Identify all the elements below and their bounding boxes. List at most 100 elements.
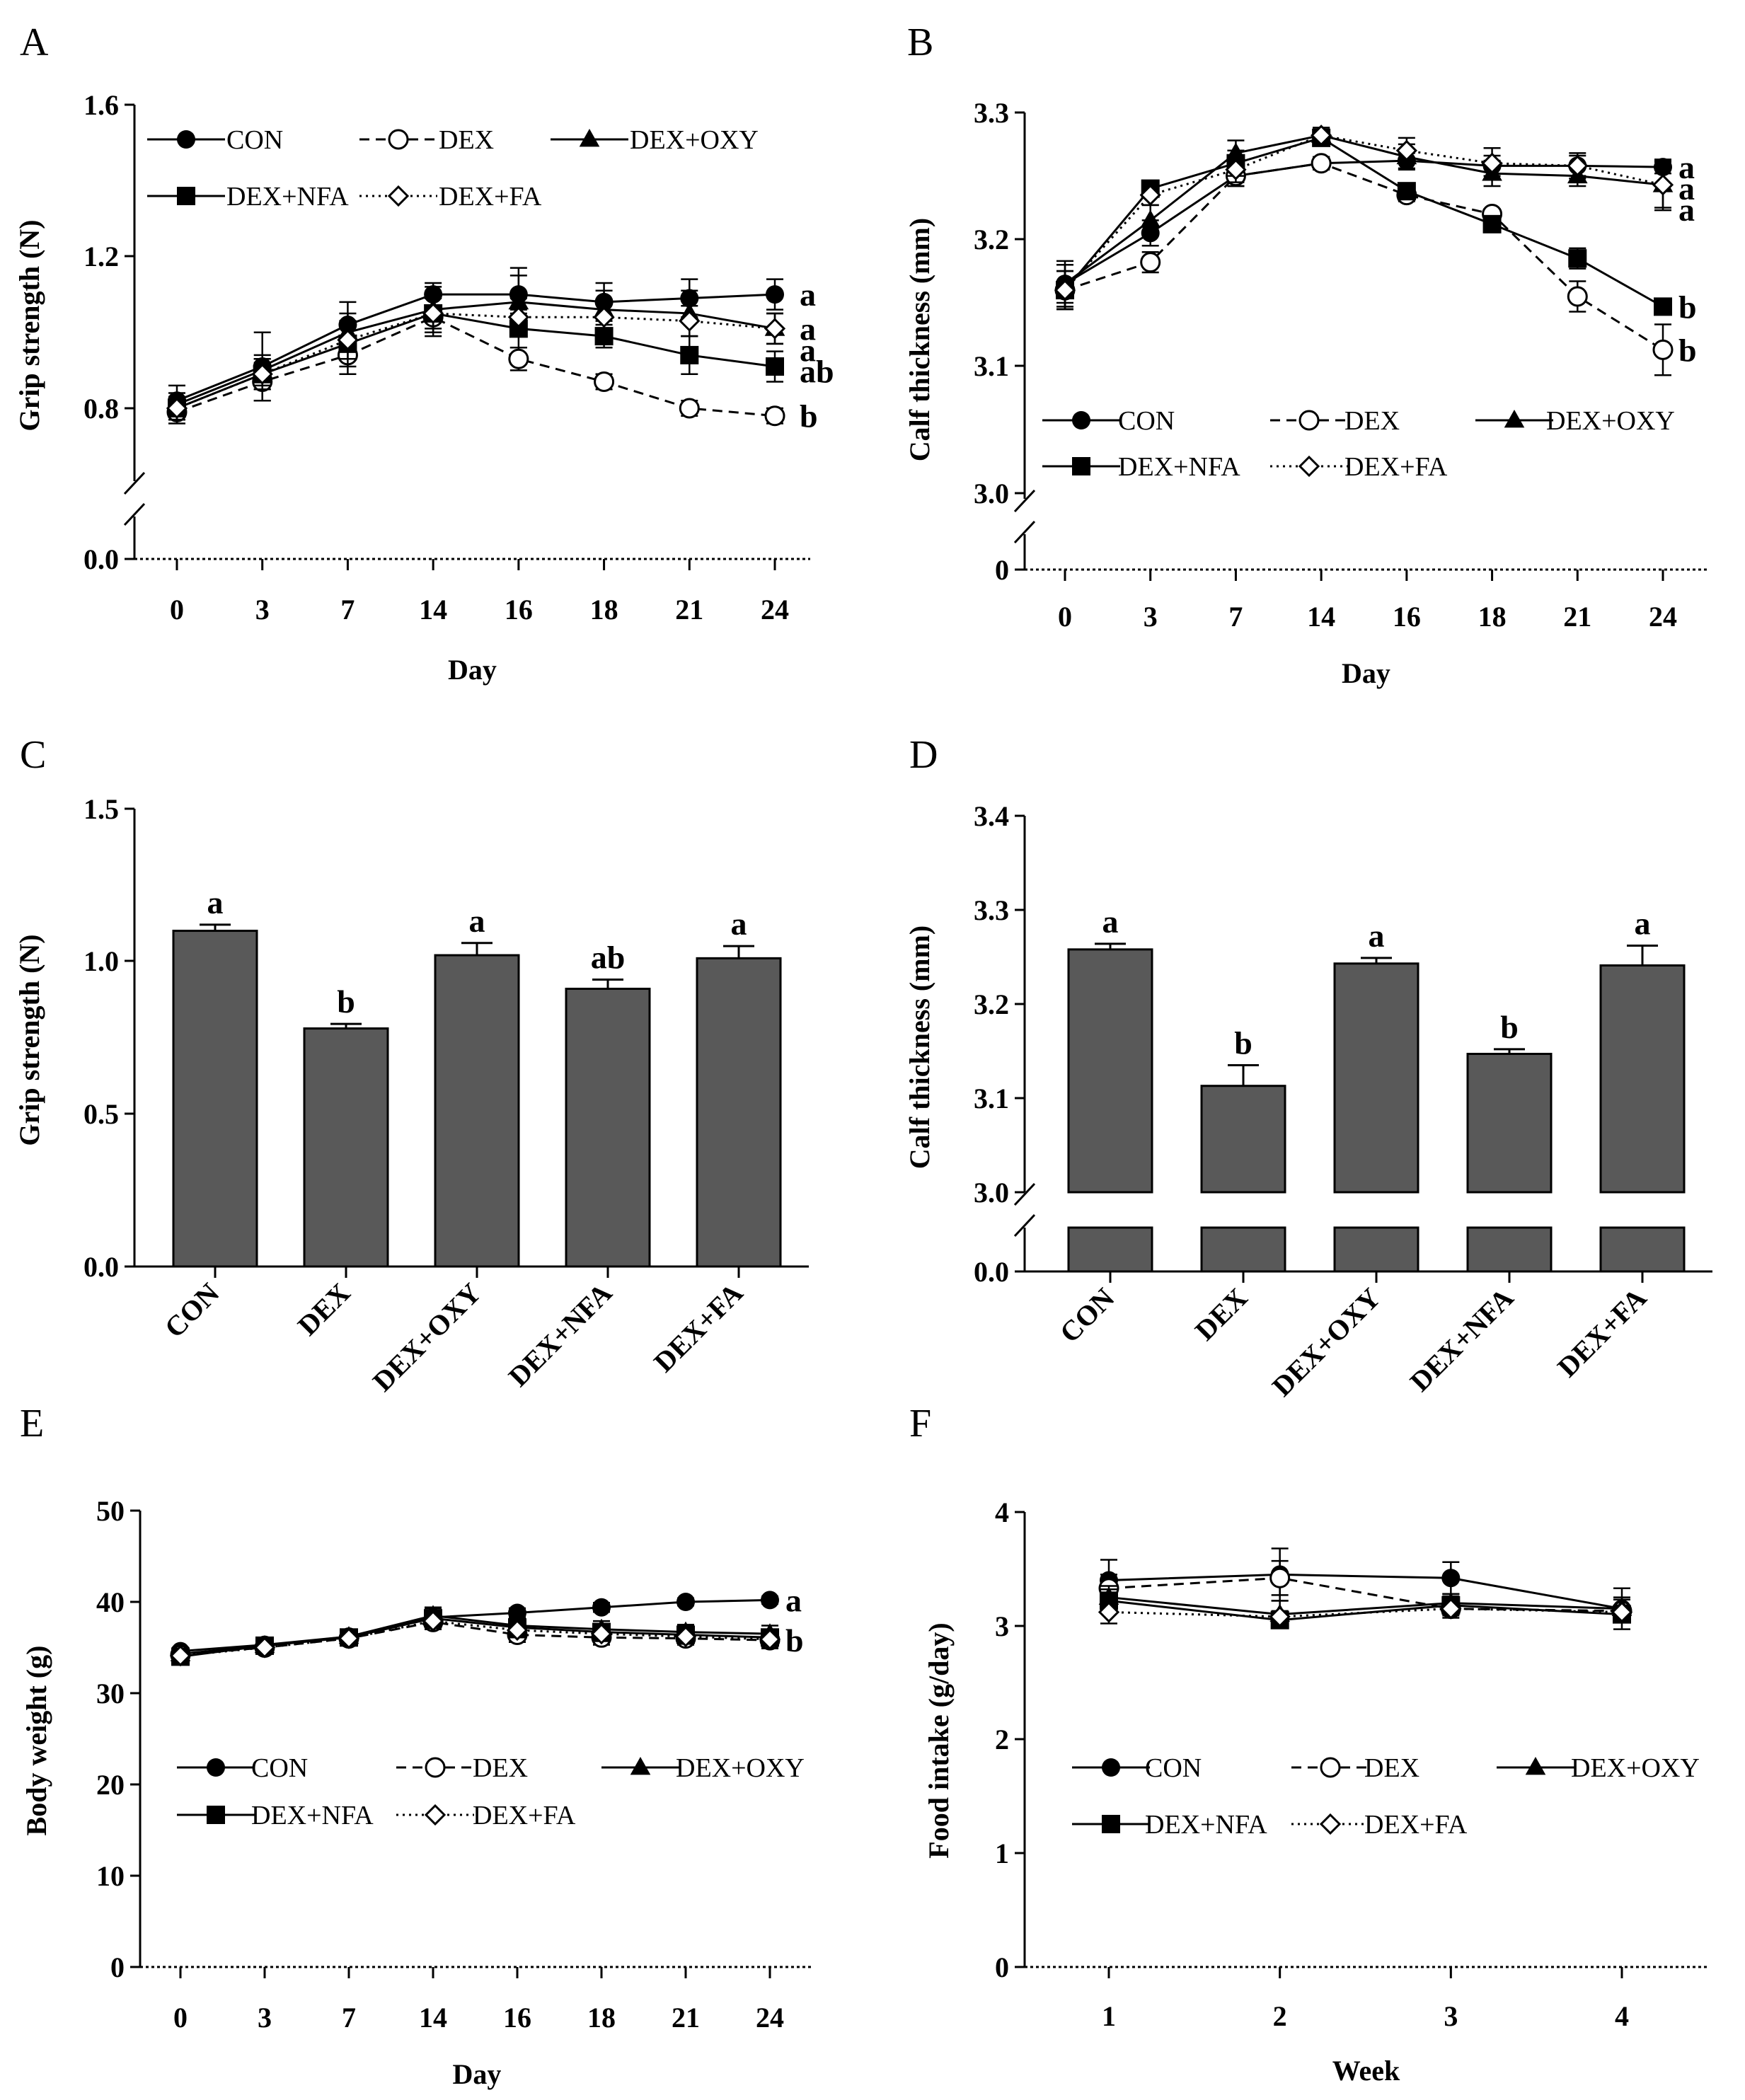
legend-label: DEX+NFA bbox=[226, 182, 349, 212]
legend-label: DEX+OXY bbox=[676, 1753, 805, 1783]
significance-label: a bbox=[1678, 149, 1695, 185]
bar bbox=[1466, 1052, 1553, 1194]
data-point bbox=[169, 1644, 192, 1667]
data-point bbox=[337, 329, 359, 351]
data-point bbox=[679, 398, 700, 419]
axis-break-mark bbox=[1013, 1213, 1036, 1238]
x-tick-label: 2 bbox=[1273, 2000, 1287, 2032]
series-dex-fa bbox=[1098, 1598, 1633, 1628]
legend-label: DEX+NFA bbox=[1145, 1810, 1267, 1840]
axis-break-mark bbox=[1013, 520, 1036, 544]
x-tick-label: 3 bbox=[255, 594, 270, 625]
legend-marker bbox=[579, 129, 600, 147]
panel-e: E 0 10 20 30 40 50 0 3 7 14 16 18 21 24 Day Body weight … bbox=[20, 1402, 814, 2090]
data-point bbox=[422, 302, 444, 325]
x-tick-label: DEX+OXY bbox=[367, 1276, 488, 1397]
significance-label: a bbox=[1678, 171, 1695, 207]
y-tick-label: 30 bbox=[96, 1678, 125, 1709]
data-point bbox=[766, 285, 784, 304]
data-point bbox=[1139, 184, 1161, 206]
legend-label: DEX+FA bbox=[1364, 1810, 1468, 1840]
x-tick-label: 24 bbox=[756, 2002, 784, 2033]
x-tick-label: 7 bbox=[340, 594, 355, 625]
significance-label: a bbox=[1102, 904, 1119, 940]
series-line bbox=[176, 301, 776, 406]
data-point bbox=[507, 306, 529, 328]
axis-break-mark bbox=[1013, 489, 1036, 513]
y-tick-label: 3.1 bbox=[974, 350, 1009, 382]
series-dex-fa bbox=[1054, 125, 1674, 311]
data-point bbox=[1140, 209, 1161, 228]
y-tick-label: 0 bbox=[110, 1951, 125, 1983]
x-tick-label: DEX+NFA bbox=[502, 1276, 618, 1392]
panel-letter: F bbox=[909, 1402, 931, 1446]
data-point bbox=[679, 310, 701, 332]
bar-lower-segment bbox=[1599, 1226, 1686, 1273]
y-tick-label: 0.5 bbox=[83, 1098, 119, 1130]
legend-marker bbox=[1102, 1758, 1120, 1777]
x-tick-label: DEX bbox=[292, 1276, 357, 1342]
y-tick-label: 20 bbox=[96, 1769, 125, 1801]
legend-label: DEX bbox=[473, 1753, 528, 1783]
significance-label: b bbox=[1234, 1025, 1252, 1061]
data-point bbox=[1654, 297, 1672, 316]
data-point bbox=[1567, 155, 1589, 177]
data-point bbox=[1652, 174, 1674, 196]
x-axis-title: Week bbox=[1332, 2055, 1400, 2087]
legend-label: DEX+FA bbox=[473, 1801, 576, 1830]
y-axis-title: Food intake (g/day) bbox=[923, 1622, 955, 1858]
legend: CON DEX DEX+OXY DEX+NFA DEX+FA bbox=[147, 125, 759, 212]
data-point bbox=[1567, 286, 1588, 307]
significance-label: a bbox=[785, 1582, 802, 1618]
panel-letter: E bbox=[20, 1402, 44, 1446]
x-tick-label: 21 bbox=[675, 594, 703, 625]
y-axis-title: Grip strength (N) bbox=[13, 219, 45, 431]
legend-marker bbox=[1298, 455, 1320, 478]
y-tick-label: 3 bbox=[995, 1610, 1009, 1642]
x-tick-label: 16 bbox=[1393, 601, 1421, 633]
y-tick-label: 0.0 bbox=[83, 543, 119, 575]
data-point bbox=[1311, 125, 1332, 146]
y-tick-label: 0 bbox=[995, 1951, 1009, 1983]
bar bbox=[565, 987, 651, 1268]
series-line bbox=[1108, 1608, 1623, 1618]
x-tick-label: 0 bbox=[1058, 601, 1072, 633]
x-axis-title: Day bbox=[448, 654, 497, 686]
y-axis-title: Calf thickness (mm) bbox=[904, 925, 935, 1169]
legend-marker bbox=[1102, 1815, 1120, 1833]
legend-marker bbox=[1072, 411, 1090, 429]
series-line bbox=[180, 1620, 771, 1656]
data-point bbox=[1397, 182, 1416, 201]
panel-letter: D bbox=[909, 733, 938, 777]
y-tick-label: 3.3 bbox=[974, 97, 1009, 129]
legend-label: DEX+FA bbox=[439, 182, 542, 212]
data-point bbox=[766, 357, 784, 376]
x-tick-label: 16 bbox=[505, 594, 533, 625]
data-point bbox=[759, 1628, 781, 1651]
y-tick-label: 1.0 bbox=[83, 945, 119, 977]
y-tick-label: 3.4 bbox=[974, 800, 1009, 832]
series-line bbox=[1064, 134, 1664, 285]
y-tick-label: 1.6 bbox=[83, 89, 119, 121]
data-point bbox=[1441, 1569, 1461, 1588]
legend-marker bbox=[1298, 410, 1320, 431]
bar-lower-segment bbox=[1333, 1226, 1419, 1273]
y-tick-label: 0.8 bbox=[83, 393, 119, 425]
legend-marker bbox=[630, 1757, 651, 1775]
legend-marker bbox=[207, 1758, 225, 1777]
legend: CON DEX DEX+OXY DEX+NFA DEX+FA bbox=[1072, 1753, 1700, 1840]
significance-label: a bbox=[800, 332, 816, 368]
x-tick-label: 24 bbox=[761, 594, 789, 625]
legend-label: DEX+OXY bbox=[1571, 1753, 1700, 1783]
series-line bbox=[1064, 159, 1664, 285]
x-tick-label: 16 bbox=[503, 2002, 531, 2033]
legend-marker bbox=[387, 185, 410, 207]
data-point bbox=[1140, 252, 1161, 273]
legend-label: DEX+NFA bbox=[1118, 452, 1240, 482]
data-point bbox=[1481, 152, 1503, 174]
significance-label: b bbox=[337, 983, 355, 1020]
series-line bbox=[176, 293, 776, 402]
x-axis-title: Day bbox=[1342, 657, 1390, 689]
data-point bbox=[251, 363, 273, 385]
